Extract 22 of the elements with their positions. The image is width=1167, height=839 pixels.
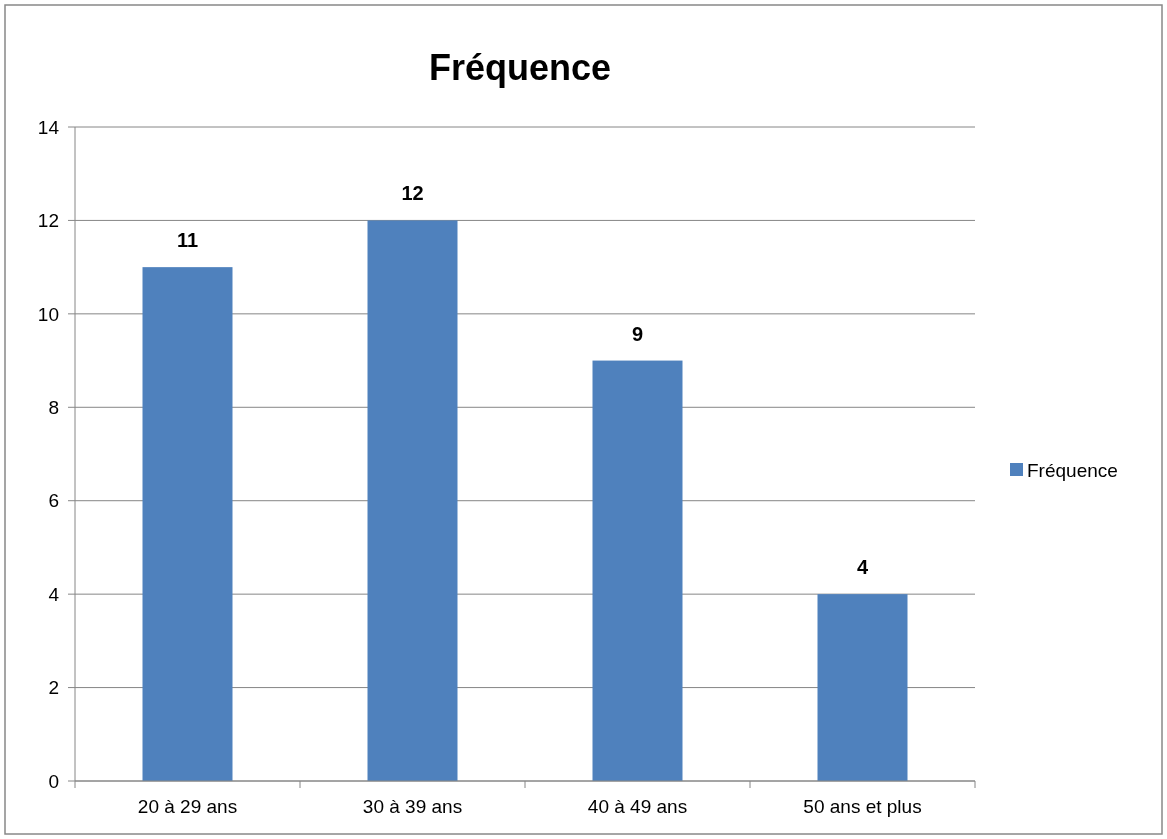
bar xyxy=(367,220,458,781)
bar xyxy=(142,267,233,781)
data-label: 9 xyxy=(631,322,644,345)
y-tick-label: 0 xyxy=(48,770,59,792)
y-tick-label: 14 xyxy=(37,116,60,138)
bar xyxy=(592,360,683,781)
data-label: 11 xyxy=(176,229,199,252)
data-label: 4 xyxy=(856,556,869,579)
bar xyxy=(817,594,908,781)
x-tick-label: 20 à 29 ans xyxy=(137,796,238,817)
y-tick-label: 2 xyxy=(48,677,59,699)
y-tick-label: 12 xyxy=(37,210,59,232)
chart-title: Fréquence xyxy=(428,47,612,88)
y-tick-label: 10 xyxy=(37,303,59,325)
legend-label: Fréquence xyxy=(1027,459,1118,481)
data-label: 12 xyxy=(401,182,424,205)
x-tick-label: 30 à 39 ans xyxy=(362,796,463,817)
x-tick-label: 50 ans et plus xyxy=(803,796,922,817)
y-tick-label: 6 xyxy=(48,490,59,512)
y-tick-label: 8 xyxy=(48,396,59,418)
x-tick-label: 40 à 49 ans xyxy=(587,796,688,817)
y-tick-label: 4 xyxy=(48,583,60,605)
